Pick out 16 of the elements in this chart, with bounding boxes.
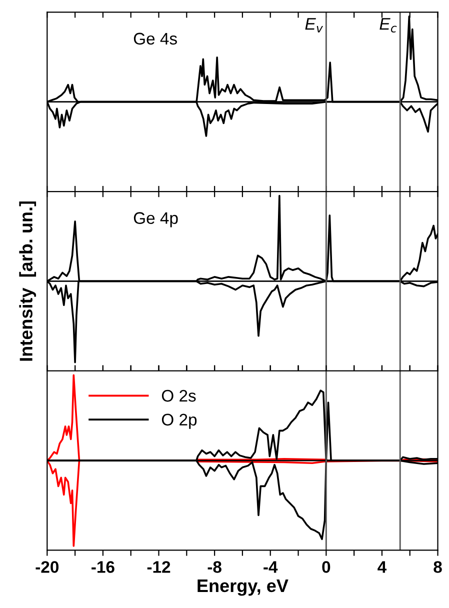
annotation: Ge 4p xyxy=(134,212,178,228)
x-tick-label: -12 xyxy=(147,561,170,573)
ref-line-label: E$_{v}$ xyxy=(305,18,324,32)
annotation: Ge 4s xyxy=(134,32,177,45)
x-axis-title: Energy, eV xyxy=(198,580,288,596)
legend-label: O 2s xyxy=(162,390,196,402)
ref-line-label: E$_{c}$ xyxy=(380,18,397,32)
x-tick-label: -4 xyxy=(264,561,278,573)
x-tick-label: -20 xyxy=(36,561,59,573)
x-tick-label: -16 xyxy=(92,561,114,573)
x-tick-label: 0 xyxy=(322,561,330,573)
y-axis-title: Intensity [arb. un.] xyxy=(19,201,36,361)
x-tick-label: 8 xyxy=(434,561,442,573)
legend-label: O 2p xyxy=(162,414,197,429)
x-tick-label: 4 xyxy=(378,561,387,573)
x-tick-label: -8 xyxy=(208,561,222,573)
